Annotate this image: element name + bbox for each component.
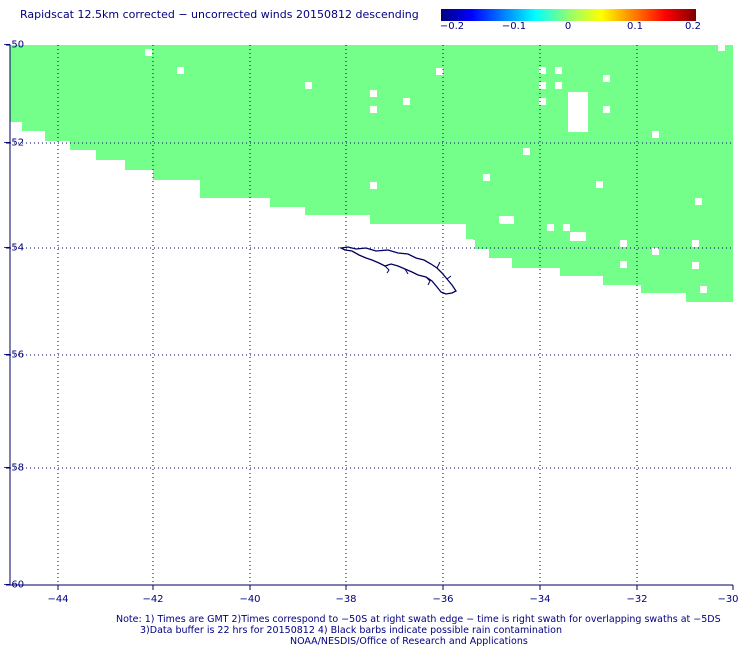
missing-data-cell [523, 148, 530, 155]
lon-label: −38 [335, 594, 357, 605]
missing-data-cell [555, 67, 562, 74]
missing-data-cell [305, 82, 312, 89]
lat-label: −60 [3, 579, 25, 591]
colorbar-tick: 0.2 [685, 21, 701, 32]
missing-data-cell [652, 248, 659, 255]
colorbar-tick: 0 [564, 21, 572, 32]
south-georgia-coastline [338, 246, 457, 295]
missing-data-block [568, 92, 588, 132]
colorbar-gradient [441, 9, 696, 21]
missing-data-cell [403, 98, 410, 105]
missing-data-cell [718, 44, 725, 51]
lat-label: −56 [3, 349, 25, 361]
note-line: Note: 1) Times are GMT 2)Times correspon… [116, 614, 721, 625]
colorbar-tick: 0.1 [627, 21, 643, 32]
missing-data-cell [620, 240, 627, 247]
note-line: NOAA/NESDIS/Office of Research and Appli… [290, 636, 528, 647]
missing-data-cell [596, 181, 603, 188]
wind-field-area [10, 45, 733, 302]
missing-data-cell [145, 49, 152, 56]
missing-data-cell [695, 198, 702, 205]
missing-data-cell [483, 174, 490, 181]
missing-data-cell [700, 286, 707, 293]
missing-data-cell [370, 90, 377, 97]
missing-data-cell [692, 262, 699, 269]
plot-frame [6, 44, 734, 590]
missing-data-block [500, 216, 514, 224]
missing-data-block [466, 240, 475, 249]
missing-data-cell [620, 261, 627, 268]
missing-data-cell [177, 67, 184, 74]
missing-data-cell [692, 240, 699, 247]
lat-label: −58 [3, 462, 25, 474]
lon-label: −42 [142, 594, 164, 605]
missing-data-cell [652, 131, 659, 138]
lon-label: −40 [239, 594, 261, 605]
lon-label: −44 [47, 594, 69, 605]
lon-label: −32 [626, 594, 648, 605]
missing-data-cell [436, 68, 443, 75]
missing-data-cell [563, 224, 570, 231]
lat-lon-grid [10, 45, 733, 585]
missing-data-cell [539, 82, 546, 89]
missing-data-cell [539, 67, 546, 74]
lat-label: −52 [3, 137, 25, 149]
lon-label: −30 [717, 594, 739, 605]
note-line: 3)Data buffer is 22 hrs for 20150812 4) … [140, 625, 562, 636]
wind-difference-field [10, 45, 733, 302]
missing-data-cell [555, 82, 562, 89]
lat-label: −54 [3, 242, 25, 254]
map-title: Rapidscat 12.5km corrected − uncorrected… [20, 8, 419, 21]
south-georgia-inlets [384, 261, 452, 286]
missing-data-cell [370, 182, 377, 189]
missing-data-cell [603, 75, 610, 82]
colorbar-tick: −0.1 [501, 21, 527, 32]
missing-data-cell [603, 106, 610, 113]
missing-data-cell [547, 224, 554, 231]
missing-data-cell [578, 282, 585, 289]
lon-label: −34 [529, 594, 551, 605]
lat-label: −50 [3, 39, 25, 51]
missing-data-cell [676, 293, 683, 300]
missing-data-cell [539, 98, 546, 105]
missing-data-cell [370, 106, 377, 113]
colorbar-tick: −0.2 [439, 21, 465, 32]
lon-label: −36 [432, 594, 454, 605]
missing-data-cells [145, 44, 725, 300]
missing-data-block [570, 232, 586, 241]
